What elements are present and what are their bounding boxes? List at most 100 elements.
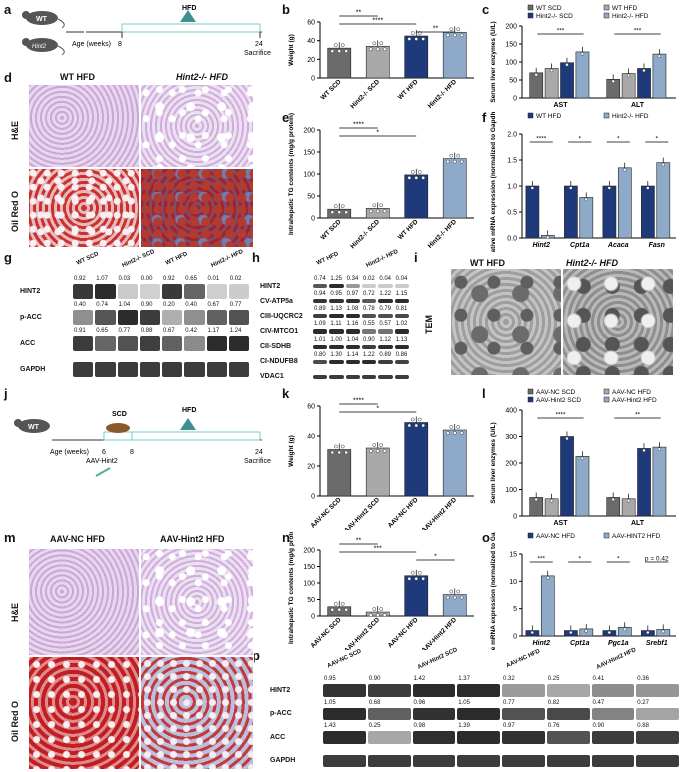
blot-band [139, 310, 160, 325]
panel-label-l: l [482, 386, 486, 401]
blot-band [591, 684, 635, 697]
sig-label: **** [353, 398, 364, 405]
lane-label: WT HFD [164, 251, 189, 267]
blot-band [457, 707, 500, 720]
band-quant: 0.20 [163, 302, 175, 308]
y-tick-label: 40 [307, 38, 315, 45]
blot-band [394, 344, 409, 349]
band-quant: 1.04 [346, 336, 359, 343]
y-axis-label: Weight (g) [288, 435, 295, 467]
data-point [410, 170, 415, 174]
sig-label: * [578, 556, 581, 563]
x-tick-label: AAV-Hint2 SCD [343, 496, 381, 530]
data-point [410, 31, 415, 35]
blot-band [591, 707, 635, 720]
blot-band [378, 344, 393, 349]
sig-label: *** [374, 546, 382, 553]
blot-row-label: p-ACC [270, 710, 292, 718]
blot-band [367, 731, 411, 744]
data-point [545, 235, 550, 240]
western-blot-g: WT SCD Hint2-/- SCD WT HFD Hint2-/- HFD HINT… [20, 249, 250, 380]
blot-band [394, 329, 409, 334]
band-quant: 1.22 [379, 291, 392, 298]
i-col1-title: WT HFD [470, 258, 505, 268]
data-point [330, 49, 335, 53]
sig-label: * [617, 556, 620, 563]
data-point [534, 497, 538, 502]
x-tick-label: AAV-Hint2 HFD [420, 616, 458, 650]
band-quant: 0.76 [547, 723, 560, 729]
age-axis-label: Age (weeks) [50, 449, 89, 456]
band-quant: 1.11 [330, 321, 342, 328]
bar [641, 185, 655, 239]
legend-swatch [603, 112, 610, 119]
band-quant: 1.04 [118, 302, 131, 308]
y-tick-label: 0 [513, 96, 517, 103]
data-point [410, 570, 415, 575]
x-tick-label: Hint2-/- SCD [349, 78, 381, 110]
he-image-aav-nc [28, 548, 140, 656]
band-quant: 0.94 [314, 291, 326, 298]
bar [656, 162, 671, 239]
chart-c: 0 50 100 150 200 Serum liver enzymes (U/L) AST… [490, 4, 676, 109]
data-point [456, 425, 461, 429]
x-tick-label: WT SCD [320, 78, 343, 101]
chart-k: 0 20 40 60 Weight (g) AAV-NC SCD AAV-Hint2 SCD… [288, 398, 474, 530]
legend-swatch [527, 396, 534, 403]
legend-swatch [603, 396, 610, 403]
band-quant: 0.77 [229, 302, 242, 308]
data-point [344, 210, 349, 215]
blot-band [591, 754, 635, 767]
x-tick-label: AAV-NC SCD [309, 496, 342, 529]
blot-band [323, 707, 366, 720]
band-quant: 0.89 [379, 351, 392, 358]
data-point [407, 423, 412, 428]
bar [575, 51, 590, 99]
legend-label: AAV-Hint2 SCD [536, 397, 581, 404]
blot-row-label: CIV-MTCO1 [260, 328, 299, 335]
blot-band [636, 684, 679, 697]
data-point [333, 444, 338, 449]
legend-swatch [527, 4, 534, 11]
bar [617, 167, 632, 239]
legend-swatch [603, 388, 610, 395]
blot-row-label: GAPDH [270, 757, 296, 765]
data-point [340, 601, 345, 606]
blot-band [345, 284, 360, 289]
m-col1-title: AAV-NC HFD [50, 534, 105, 544]
data-point [452, 431, 457, 435]
sig-label: * [434, 554, 437, 561]
y-tick-label: 100 [505, 487, 517, 494]
blot-band [95, 362, 116, 377]
chart-l: 0 100 200 300 400 Serum liver enzymes (U/L) AS… [490, 388, 676, 527]
blot-band [117, 284, 138, 299]
blot-row-label: HINT2 [260, 282, 281, 290]
blot-band [636, 707, 679, 720]
data-point [379, 443, 384, 447]
blot-band [378, 284, 393, 289]
data-point [379, 607, 384, 611]
x-group-label: AST [554, 102, 569, 109]
oil-red-image-wt [28, 168, 140, 248]
band-quant: 0.40 [74, 302, 86, 308]
band-quant: 0.92 [163, 276, 175, 282]
data-point [549, 499, 554, 503]
blot-band [412, 754, 456, 767]
blot-row-label: VDAC1 [260, 373, 284, 381]
blot-band [502, 707, 545, 720]
blot-band [162, 362, 183, 377]
band-quant: 0.77 [118, 328, 131, 334]
blot-band [184, 336, 205, 351]
data-point [607, 630, 612, 635]
age-6: 6 [102, 449, 106, 456]
blot-band [345, 299, 360, 304]
data-point [421, 423, 426, 428]
panel-label-p: p [252, 648, 260, 663]
x-tick-label: WT SCD [320, 218, 343, 241]
band-quant: 0.91 [74, 328, 86, 334]
data-point [445, 159, 450, 164]
band-quant: 0.32 [503, 676, 515, 682]
x-tick-label: AAV-NC HFD [387, 616, 420, 649]
y-tick-label: 150 [303, 150, 315, 157]
legend-label: Hint2-/- HFD [612, 13, 649, 20]
